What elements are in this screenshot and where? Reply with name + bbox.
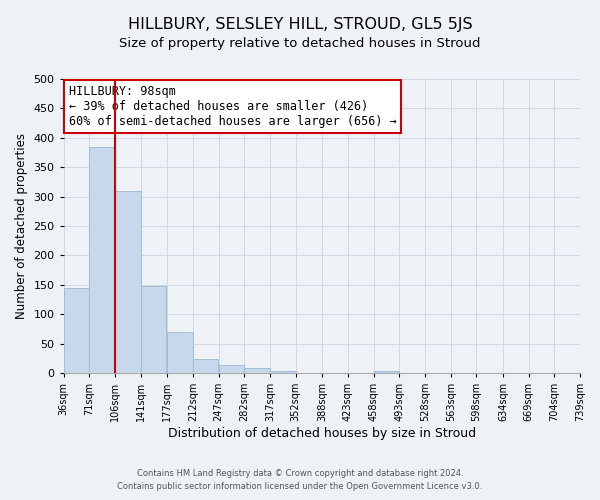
Bar — [141, 286, 166, 373]
Text: Contains HM Land Registry data © Crown copyright and database right 2024.: Contains HM Land Registry data © Crown c… — [137, 468, 463, 477]
Y-axis label: Number of detached properties: Number of detached properties — [15, 133, 28, 319]
Bar — [374, 370, 399, 373]
Text: Size of property relative to detached houses in Stroud: Size of property relative to detached ho… — [119, 38, 481, 51]
Bar — [270, 370, 296, 373]
Bar — [218, 365, 244, 373]
Text: HILLBURY: 98sqm
← 39% of detached houses are smaller (426)
60% of semi-detached : HILLBURY: 98sqm ← 39% of detached houses… — [69, 85, 397, 128]
Bar — [64, 288, 89, 373]
Bar — [244, 368, 270, 373]
X-axis label: Distribution of detached houses by size in Stroud: Distribution of detached houses by size … — [168, 427, 476, 440]
Bar — [167, 332, 193, 373]
Text: HILLBURY, SELSLEY HILL, STROUD, GL5 5JS: HILLBURY, SELSLEY HILL, STROUD, GL5 5JS — [128, 18, 472, 32]
Bar — [89, 146, 115, 373]
Bar — [115, 190, 140, 373]
Text: Contains public sector information licensed under the Open Government Licence v3: Contains public sector information licen… — [118, 482, 482, 491]
Bar — [193, 359, 218, 373]
